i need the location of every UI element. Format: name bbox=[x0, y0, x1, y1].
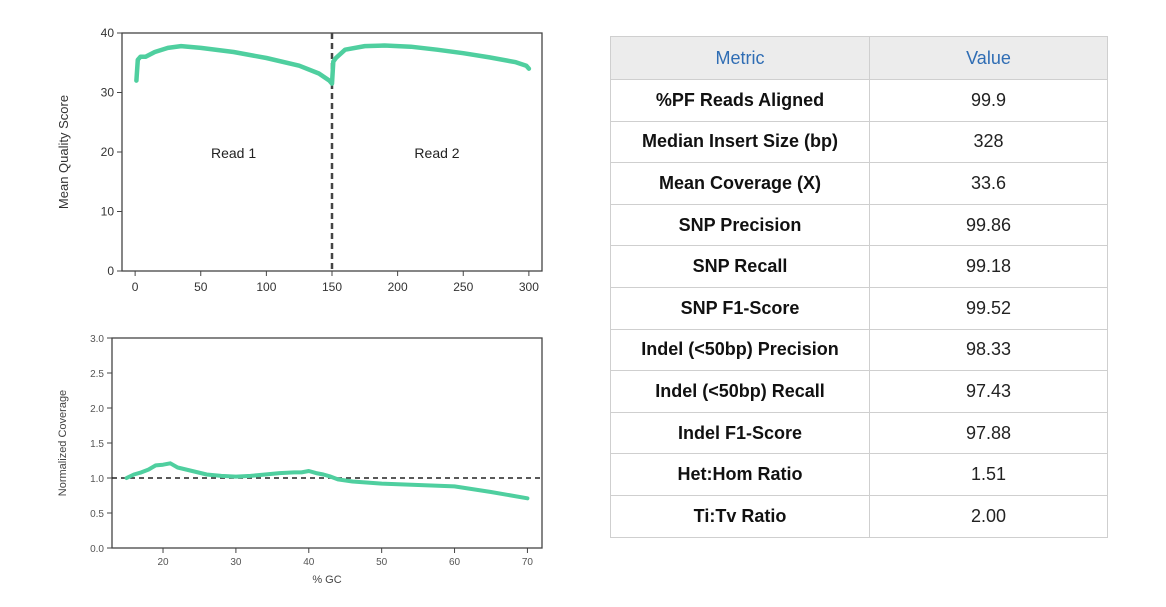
metric-name-cell: SNP Precision bbox=[610, 203, 870, 247]
y-tick-label: 40 bbox=[101, 26, 115, 40]
x-tick-label: 0 bbox=[132, 280, 139, 294]
metric-value-cell: 99.18 bbox=[869, 245, 1108, 288]
metric-name-cell: Median Insert Size (bp) bbox=[610, 120, 870, 164]
x-tick-label: 150 bbox=[322, 280, 342, 294]
x-tick-label: 50 bbox=[194, 280, 208, 294]
metric-value-cell: 1.51 bbox=[869, 453, 1108, 496]
metric-value-cell: 98.33 bbox=[869, 328, 1108, 372]
quality-score-plot: 0 10 20 30 40 0 50 100 150 200 250 300 Mean Quality … bbox=[56, 26, 543, 294]
y-tick-label: 10 bbox=[101, 205, 115, 219]
gc-coverage-chart: 0.0 0.5 1.0 1.5 2.0 2.5 3.0 20 30 40 50 60 70 Normali… bbox=[0, 318, 560, 602]
metric-name-cell: SNP F1-Score bbox=[610, 286, 870, 330]
series-line bbox=[134, 43, 532, 86]
table-row: SNP Precision 99.86 bbox=[610, 203, 1108, 247]
x-tick-label: 200 bbox=[388, 280, 408, 294]
metric-value-cell: 33.6 bbox=[869, 162, 1108, 205]
y-axis-title: Mean Quality Score bbox=[56, 95, 71, 209]
value-column-header: Value bbox=[869, 36, 1108, 80]
x-tick-label: 30 bbox=[230, 557, 242, 568]
gc-coverage-plot: 0.0 0.5 1.0 1.5 2.0 2.5 3.0 20 30 40 50 60 70 Normali… bbox=[57, 334, 543, 586]
metric-value-cell: 2.00 bbox=[869, 494, 1108, 538]
metrics-table: Metric Value %PF Reads Aligned 99.9 Median… bbox=[610, 36, 1108, 538]
quality-score-chart: 0 10 20 30 40 0 50 100 150 200 250 300 Mean Quality … bbox=[0, 0, 560, 310]
y-tick-label: 0.5 bbox=[90, 509, 104, 520]
x-axis-title: % GC bbox=[312, 574, 341, 586]
y-tick-label: 1.5 bbox=[90, 439, 104, 450]
metric-name-cell: %PF Reads Aligned bbox=[610, 79, 870, 122]
region-label: Read 2 bbox=[414, 145, 459, 161]
metric-name-cell: Het:Hom Ratio bbox=[610, 453, 870, 496]
x-tick-label: 300 bbox=[519, 280, 539, 294]
y-tick-label: 2.5 bbox=[90, 369, 104, 380]
y-tick-label: 2.0 bbox=[90, 404, 104, 415]
metric-name-cell: Ti:Tv Ratio bbox=[610, 494, 870, 538]
x-tick-label: 250 bbox=[453, 280, 473, 294]
metric-value-cell: 97.88 bbox=[869, 411, 1108, 455]
x-tick-label: 100 bbox=[256, 280, 276, 294]
plot-frame bbox=[111, 337, 543, 549]
y-tick-label: 3.0 bbox=[90, 334, 104, 345]
metric-value-cell: 97.43 bbox=[869, 370, 1108, 413]
y-tick-label: 0.0 bbox=[90, 544, 104, 555]
metrics-table-body: %PF Reads Aligned 99.9 Median Insert Size … bbox=[610, 79, 1108, 538]
table-header-row: Metric Value bbox=[610, 36, 1108, 80]
table-row: Indel (<50bp) Recall 97.43 bbox=[610, 370, 1108, 413]
metric-value-cell: 99.52 bbox=[869, 286, 1108, 330]
table-row: Het:Hom Ratio 1.51 bbox=[610, 453, 1108, 496]
table-row: SNP Recall 99.18 bbox=[610, 245, 1108, 288]
x-tick-label: 50 bbox=[376, 557, 388, 568]
x-tick-label: 40 bbox=[303, 557, 315, 568]
table-row: Ti:Tv Ratio 2.00 bbox=[610, 494, 1108, 538]
y-tick-label: 0 bbox=[107, 264, 114, 278]
table-row: Indel (<50bp) Precision 98.33 bbox=[610, 328, 1108, 372]
table-row: Mean Coverage (X) 33.6 bbox=[610, 162, 1108, 205]
metric-name-cell: SNP Recall bbox=[610, 245, 870, 288]
metric-name-cell: Indel (<50bp) Precision bbox=[610, 328, 870, 372]
table-row: %PF Reads Aligned 99.9 bbox=[610, 79, 1108, 122]
metric-name-cell: Indel (<50bp) Recall bbox=[610, 370, 870, 413]
table-row: Median Insert Size (bp) 328 bbox=[610, 120, 1108, 164]
series-line bbox=[124, 461, 530, 501]
y-axis-title: Normalized Coverage bbox=[57, 390, 69, 496]
metric-value-cell: 99.9 bbox=[869, 79, 1108, 122]
x-tick-label: 20 bbox=[157, 557, 169, 568]
y-tick-label: 1.0 bbox=[90, 474, 104, 485]
metric-column-header: Metric bbox=[610, 36, 870, 80]
x-tick-label: 60 bbox=[449, 557, 461, 568]
metric-name-cell: Indel F1-Score bbox=[610, 411, 870, 455]
metric-value-cell: 99.86 bbox=[869, 203, 1108, 247]
metric-name-cell: Mean Coverage (X) bbox=[610, 162, 870, 205]
table-row: SNP F1-Score 99.52 bbox=[610, 286, 1108, 330]
region-label: Read 1 bbox=[211, 145, 256, 161]
metric-value-cell: 328 bbox=[869, 120, 1108, 164]
y-tick-label: 30 bbox=[101, 86, 115, 100]
table-row: Indel F1-Score 97.88 bbox=[610, 411, 1108, 455]
x-tick-label: 70 bbox=[522, 557, 534, 568]
y-tick-label: 20 bbox=[101, 145, 115, 159]
